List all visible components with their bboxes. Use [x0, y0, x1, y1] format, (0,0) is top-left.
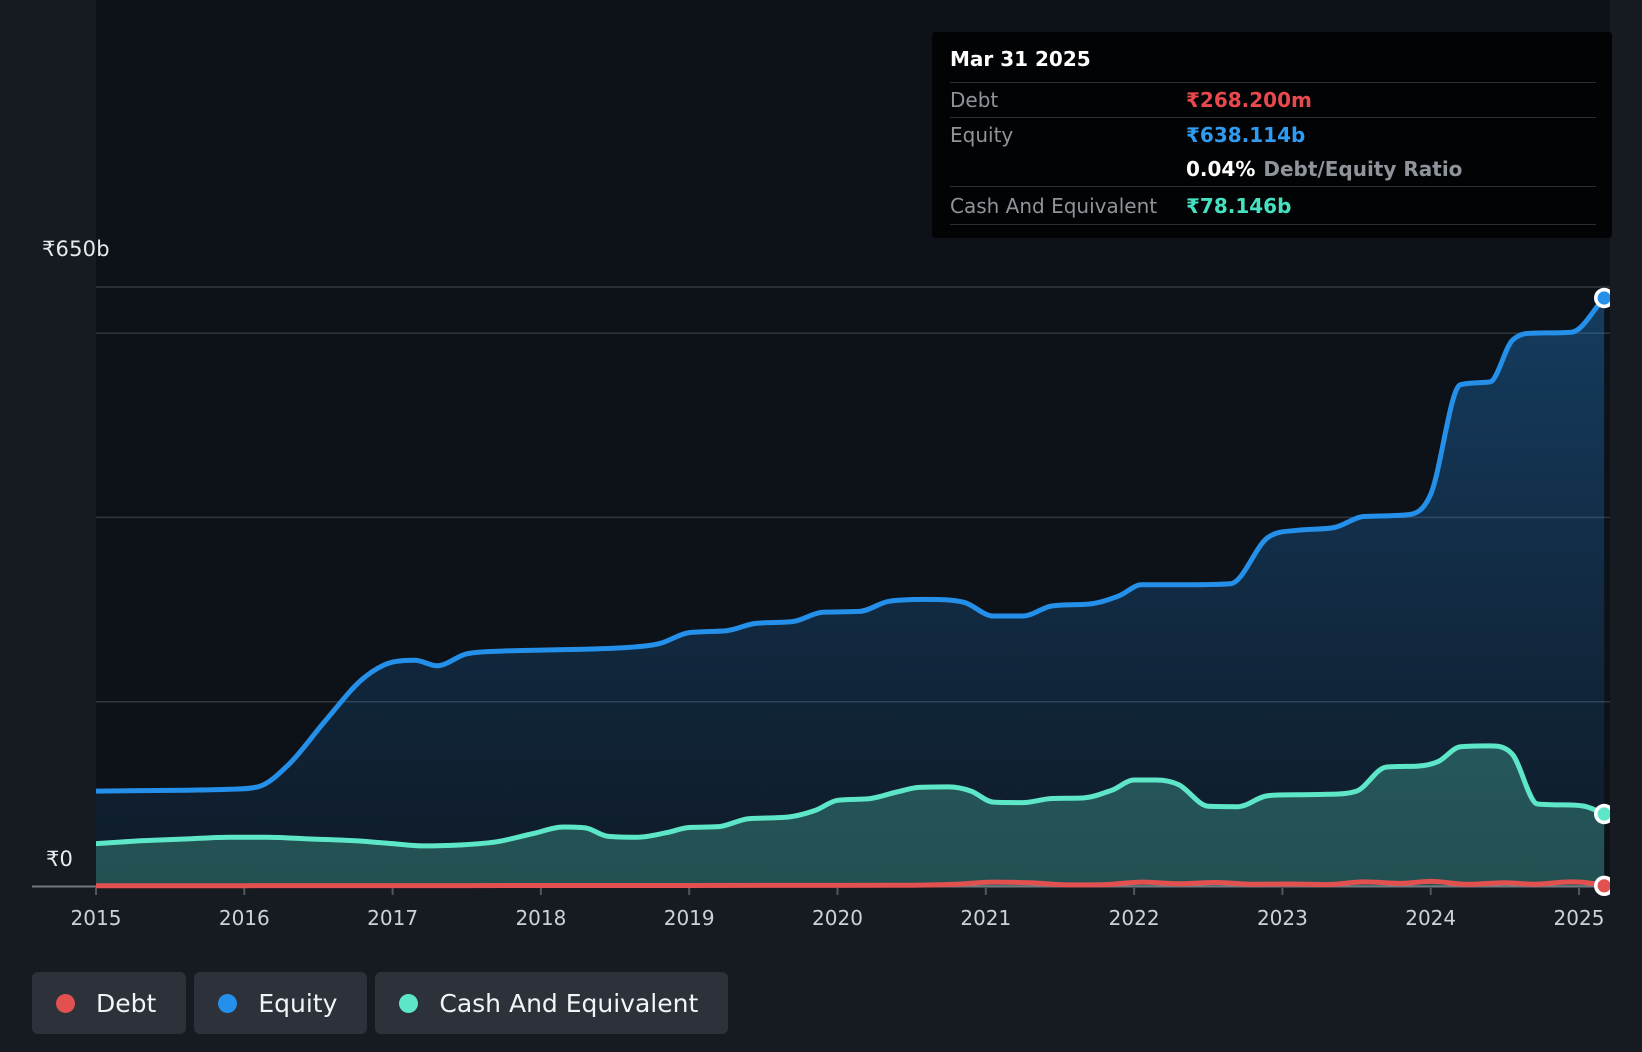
- legend-label-debt: Debt: [96, 988, 157, 1018]
- legend-item-cash[interactable]: Cash And Equivalent: [375, 972, 729, 1034]
- tooltip-row-debt: Debt ₹268.200m: [950, 83, 1596, 118]
- equity-line: [96, 295, 1607, 794]
- tooltip-debt-value: ₹268.200m: [1186, 88, 1312, 112]
- equity-end-dot-core: [1597, 291, 1610, 305]
- x-axis-label-2022: 2022: [1109, 906, 1160, 930]
- legend-label-cash: Cash And Equivalent: [439, 988, 699, 1018]
- debt-end-dot-core: [1597, 879, 1610, 893]
- x-axis-label-2023: 2023: [1257, 906, 1308, 930]
- tooltip-cash-value: ₹78.146b: [1186, 193, 1292, 218]
- y-axis-label-zero: ₹0: [46, 847, 74, 871]
- cash-line: [96, 743, 1607, 849]
- legend: Debt Equity Cash And Equivalent: [32, 972, 729, 1034]
- tooltip-ratio-value: 0.04%: [1186, 157, 1256, 181]
- tooltip-row-equity: Equity ₹638.114b: [950, 118, 1596, 152]
- debt-series-dot-icon: [56, 993, 75, 1013]
- tooltip-ratio-label: Debt/Equity Ratio: [1263, 157, 1463, 181]
- equity-area: [96, 298, 1605, 886]
- tooltip-row-cash: Cash And Equivalent ₹78.146b: [950, 186, 1596, 225]
- tooltip-equity-value: ₹638.114b: [1186, 123, 1306, 147]
- x-axis-label-2018: 2018: [515, 906, 566, 930]
- x-axis-label-2025: 2025: [1554, 906, 1605, 930]
- x-axis-label-2015: 2015: [71, 906, 122, 930]
- x-axis-label-2020: 2020: [812, 906, 863, 930]
- tooltip: Mar 31 2025 Debt ₹268.200m Equity ₹638.1…: [932, 32, 1612, 238]
- x-axis-label-2024: 2024: [1405, 906, 1456, 930]
- tooltip-date: Mar 31 2025: [950, 32, 1596, 83]
- legend-item-equity[interactable]: Equity: [194, 972, 368, 1034]
- tooltip-row-ratio: 0.04% Debt/Equity Ratio: [950, 152, 1596, 186]
- legend-item-debt[interactable]: Debt: [32, 972, 187, 1034]
- cash-end-dot-core: [1597, 807, 1610, 821]
- x-axis-label-2016: 2016: [219, 906, 270, 930]
- cash-area: [96, 745, 1605, 886]
- x-axis-label-2021: 2021: [960, 906, 1011, 930]
- tooltip-equity-label: Equity: [950, 123, 1014, 147]
- y-axis-label-max: ₹650b: [42, 237, 110, 261]
- legend-label-equity: Equity: [258, 988, 338, 1018]
- tooltip-cash-label: Cash And Equivalent: [950, 193, 1158, 218]
- equity-series-dot-icon: [218, 993, 238, 1013]
- cash-series-dot-icon: [399, 993, 419, 1013]
- x-axis-label-2019: 2019: [664, 906, 715, 930]
- x-axis-label-2017: 2017: [367, 906, 418, 930]
- debt-line: [96, 878, 1607, 889]
- tooltip-debt-label: Debt: [950, 88, 999, 112]
